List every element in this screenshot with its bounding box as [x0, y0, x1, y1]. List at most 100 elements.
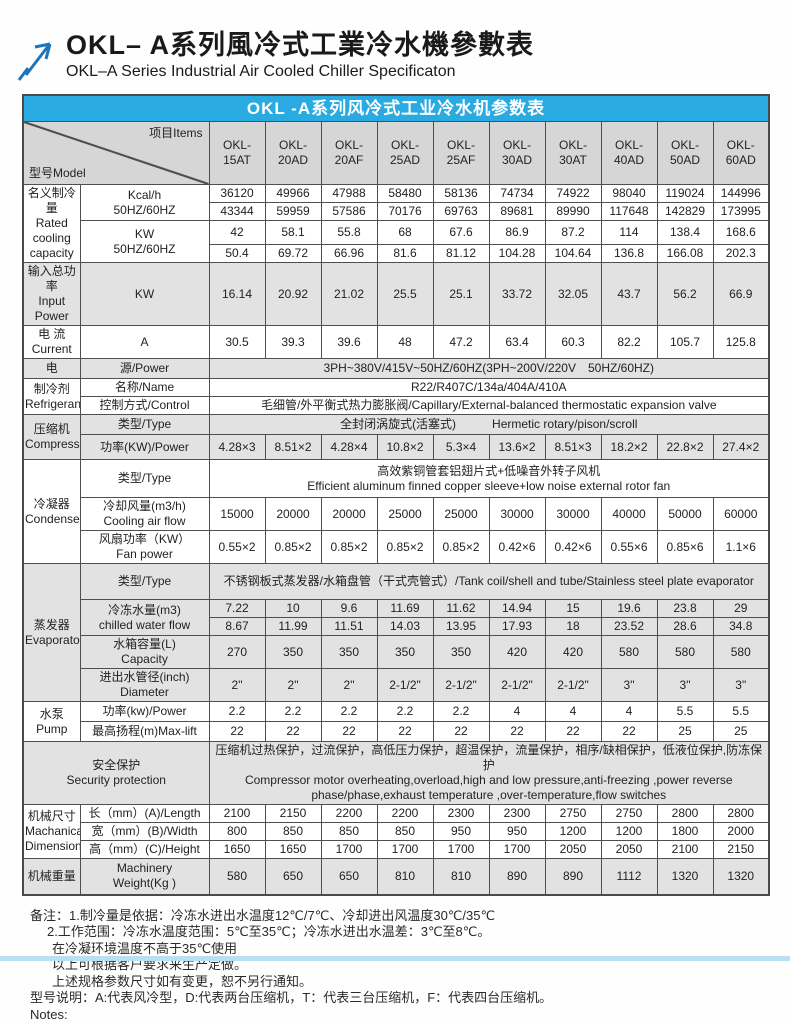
spec-value-cell: 28.6 — [657, 618, 713, 636]
spec-value-cell: 0.55×6 — [601, 531, 657, 564]
row-label-kw: KW 50HZ/60HZ — [80, 221, 209, 263]
corner-model-label: 型号Model — [29, 166, 86, 181]
spec-value-cell: 14.03 — [377, 618, 433, 636]
spec-value-cell: 60000 — [713, 498, 769, 531]
spec-value-cell: 98040 — [601, 185, 657, 203]
note-line: Notes: — [30, 1007, 790, 1023]
row-label-condenser-type: 类型/Type — [80, 460, 209, 498]
spec-value-cell: 810 — [433, 859, 489, 895]
spec-value-cell: 43.7 — [601, 263, 657, 326]
spec-value-cell: 22 — [601, 722, 657, 742]
spec-value-cell: 350 — [377, 636, 433, 669]
section-label-pump: 水泵 Pump — [23, 702, 80, 742]
spec-value-cell: 25000 — [433, 498, 489, 531]
section-label-current: 电 流 Current — [23, 326, 80, 359]
model-header-cell: OKL- 15AT — [209, 122, 265, 185]
spec-value-cell: 850 — [377, 823, 433, 841]
spec-value-cell: 20000 — [321, 498, 377, 531]
spec-value-cell: 2" — [321, 669, 377, 702]
row-label-length: 长（mm）(A)/Length — [80, 805, 209, 823]
spec-value-cell: 4.28×4 — [321, 435, 377, 460]
spec-value-cell: 20.92 — [265, 263, 321, 326]
compressor-type-value: 全封闭涡旋式(活塞式) Hermetic rotary/pison/scroll — [209, 415, 769, 435]
spec-value-cell: 138.4 — [657, 221, 713, 245]
spec-value-cell: 22 — [321, 722, 377, 742]
spec-value-cell: 136.8 — [601, 245, 657, 263]
spec-value-cell: 30000 — [489, 498, 545, 531]
spec-value-cell: 86.9 — [489, 221, 545, 245]
spec-value-cell: 0.85×2 — [265, 531, 321, 564]
footnotes: 备注：1.制冷量是依据：冷冻水进出水温度12℃/7℃、冷却进出风温度30℃/35… — [30, 908, 790, 1023]
note-line: 备注：1.制冷量是依据：冷冻水进出水温度12℃/7℃、冷却进出风温度30℃/35… — [30, 908, 790, 925]
spec-value-cell: 60.3 — [545, 326, 601, 359]
section-label-input-power: 输入总功率 Input Power — [23, 263, 80, 326]
evaporator-diameter-row: 进出水管径(inch) Diameter 2"2"2"2-1/2"2-1/2"2… — [23, 669, 769, 702]
spec-value-cell: 2000 — [713, 823, 769, 841]
spec-value-cell: 1700 — [489, 841, 545, 859]
spec-value-cell: 25 — [713, 722, 769, 742]
spec-value-cell: 8.51×3 — [545, 435, 601, 460]
spec-value-cell: 22 — [545, 722, 601, 742]
section-label-compressor: 压缩机 Compressor — [23, 415, 80, 460]
spec-value-cell: 950 — [433, 823, 489, 841]
row-label-current-unit: A — [80, 326, 209, 359]
refrigerant-name-row: 制冷剂 Refrigerant 名称/Name R22/R407C/134a/4… — [23, 379, 769, 397]
spec-value-cell: 8.67 — [209, 618, 265, 636]
spec-value-cell: 2050 — [601, 841, 657, 859]
spec-value-cell: 125.8 — [713, 326, 769, 359]
spec-value-cell: 0.85×2 — [321, 531, 377, 564]
spec-value-cell: 21.02 — [321, 263, 377, 326]
spec-value-cell: 3" — [601, 669, 657, 702]
spec-value-cell: 173995 — [713, 203, 769, 221]
spec-value-cell: 22 — [209, 722, 265, 742]
spec-value-cell: 2200 — [377, 805, 433, 823]
spec-value-cell: 2100 — [657, 841, 713, 859]
safety-value: 压缩机过热保护，过流保护，高低压力保护，超温保护，流量保护，相序/缺相保护，低液… — [209, 742, 769, 805]
spec-value-cell: 81.12 — [433, 245, 489, 263]
spec-value-cell: 19.6 — [601, 600, 657, 618]
spec-value-cell: 2.2 — [265, 702, 321, 722]
spec-value-cell: 18.2×2 — [601, 435, 657, 460]
spec-value-cell: 10 — [265, 600, 321, 618]
arrow-logo-icon — [14, 34, 60, 84]
spec-value-cell: 144996 — [713, 185, 769, 203]
spec-value-cell: 3" — [657, 669, 713, 702]
spec-value-cell: 25.1 — [433, 263, 489, 326]
row-label-refrigerant-name: 名称/Name — [80, 379, 209, 397]
spec-value-cell: 2" — [209, 669, 265, 702]
spec-value-cell: 58136 — [433, 185, 489, 203]
model-header-cell: OKL- 20AF — [321, 122, 377, 185]
spec-value-cell: 15000 — [209, 498, 265, 531]
page-title: OKL– A系列風冷式工業冷水機參數表 — [66, 30, 534, 61]
spec-value-cell: 58480 — [377, 185, 433, 203]
row-label-pump-lift: 最高扬程(m)Max-lift — [80, 722, 209, 742]
spec-value-cell: 11.62 — [433, 600, 489, 618]
spec-value-cell: 1.1×6 — [713, 531, 769, 564]
spec-value-cell: 67.6 — [433, 221, 489, 245]
spec-value-cell: 23.52 — [601, 618, 657, 636]
spec-value-cell: 42 — [209, 221, 265, 245]
spec-value-cell: 89681 — [489, 203, 545, 221]
spec-value-cell: 420 — [489, 636, 545, 669]
section-label-rated: 名义制冷量 Rated cooling capacity — [23, 185, 80, 263]
spec-value-cell: 43344 — [209, 203, 265, 221]
spec-value-cell: 2.2 — [433, 702, 489, 722]
spec-value-cell: 114 — [601, 221, 657, 245]
power-source-value: 3PH~380V/415V~50HZ/60HZ(3PH~200V/220V 50… — [209, 359, 769, 379]
compressor-type-row: 压缩机 Compressor 类型/Type 全封闭涡旋式(活塞式) Herme… — [23, 415, 769, 435]
spec-value-cell: 142829 — [657, 203, 713, 221]
spec-value-cell: 63.4 — [489, 326, 545, 359]
spec-value-cell: 580 — [209, 859, 265, 895]
spec-value-cell: 1200 — [545, 823, 601, 841]
spec-value-cell: 2100 — [209, 805, 265, 823]
spec-value-cell: 104.64 — [545, 245, 601, 263]
spec-value-cell: 47.2 — [433, 326, 489, 359]
spec-value-cell: 13.95 — [433, 618, 489, 636]
spec-value-cell: 13.6×2 — [489, 435, 545, 460]
spec-value-cell: 11.99 — [265, 618, 321, 636]
spec-value-cell: 2150 — [713, 841, 769, 859]
row-label-evaporator-type: 类型/Type — [80, 564, 209, 600]
